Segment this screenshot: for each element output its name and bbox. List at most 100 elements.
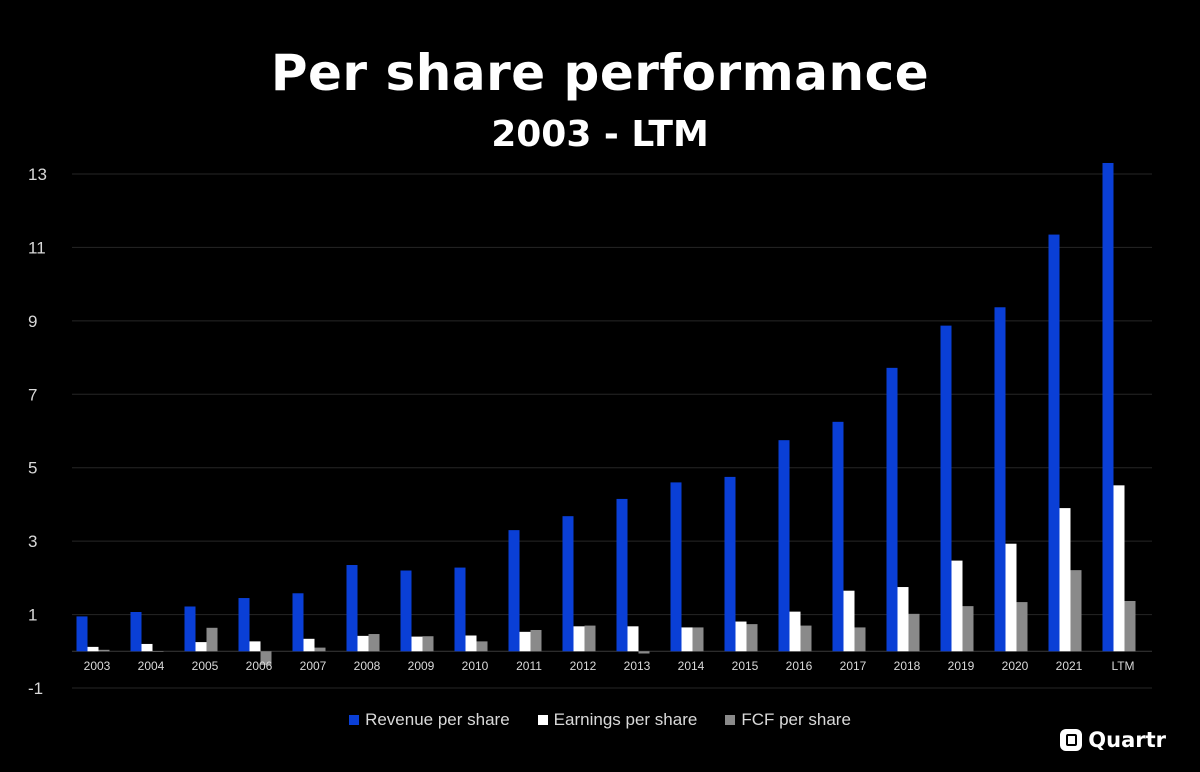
bar-revenue-2003: [76, 616, 88, 652]
y-tick-label: -1: [28, 679, 43, 698]
bar-fcf-2016: [800, 625, 812, 652]
x-axis-ticks: 2003 2004 2005 2006 2007 2008 2009 2010 2011 2012…: [84, 659, 1135, 673]
bar-revenue-2019: [940, 325, 952, 652]
bar-earnings-2008: [357, 635, 369, 652]
legend-swatch-earnings: [537, 715, 548, 725]
legend-swatch-revenue: [349, 715, 360, 725]
grid-lines: [72, 173, 1152, 689]
brand-name: Quartr: [1088, 728, 1166, 752]
x-tick-label: 2013: [624, 659, 651, 673]
bar-fcf-2004: [152, 651, 164, 652]
bar-fcf-2007: [314, 647, 326, 652]
y-tick-label: 9: [28, 312, 37, 331]
x-tick-label: 2014: [678, 659, 705, 673]
legend-label-revenue: Revenue per share: [365, 710, 510, 729]
bar-earnings-2009: [411, 636, 423, 652]
bar-fcf-LTM: [1124, 600, 1136, 652]
x-tick-label: 2018: [894, 659, 921, 673]
bar-revenue-2008: [346, 565, 358, 652]
bar-earnings-2016: [789, 611, 801, 652]
bars: [76, 162, 1136, 665]
bar-fcf-2008: [368, 634, 380, 652]
bar-fcf-2020: [1016, 602, 1028, 652]
bar-fcf-2021: [1070, 570, 1082, 652]
bar-revenue-2020: [994, 307, 1006, 652]
legend-item-fcf[interactable]: FCF per share: [725, 710, 851, 730]
bar-fcf-2014: [692, 627, 704, 652]
bar-earnings-2015: [735, 621, 747, 652]
bar-fcf-2013: [638, 651, 650, 654]
bar-revenue-2005: [184, 606, 196, 652]
legend-label-fcf: FCF per share: [741, 710, 851, 729]
bar-revenue-2007: [292, 593, 304, 652]
bar-revenue-2010: [454, 567, 466, 652]
bar-earnings-2003: [87, 646, 99, 652]
bar-earnings-2005: [195, 642, 207, 652]
y-tick-label: 5: [28, 459, 37, 478]
x-tick-label: 2006: [246, 659, 273, 673]
bar-fcf-2006: [260, 651, 272, 665]
x-tick-label: 2003: [84, 659, 111, 673]
y-tick-label: 11: [28, 238, 46, 257]
x-tick-label: 2005: [192, 659, 219, 673]
y-tick-label: 13: [28, 165, 47, 184]
bar-revenue-2012: [562, 516, 574, 652]
bar-fcf-2019: [962, 606, 974, 652]
quartr-logo-icon: [1060, 729, 1083, 751]
bar-revenue-2004: [130, 612, 142, 652]
bar-earnings-2014: [681, 627, 693, 652]
bar-revenue-2014: [670, 482, 682, 652]
y-tick-label: 3: [28, 532, 37, 551]
bar-revenue-2006: [238, 598, 250, 652]
y-tick-label: 7: [28, 385, 37, 404]
bar-earnings-2019: [951, 560, 963, 652]
bar-revenue-2013: [616, 498, 628, 652]
brand-logo: Quartr: [1060, 728, 1166, 752]
bar-earnings-2018: [897, 587, 909, 652]
bar-revenue-2009: [400, 570, 412, 652]
bar-earnings-LTM: [1113, 485, 1125, 652]
bar-earnings-2020: [1005, 543, 1017, 652]
x-tick-label: 2009: [408, 659, 435, 673]
x-tick-label: 2012: [570, 659, 597, 673]
bar-revenue-2016: [778, 440, 790, 652]
page-subtitle: 2003 - LTM: [491, 114, 709, 155]
bar-fcf-2018: [908, 613, 920, 652]
bar-fcf-2011: [530, 629, 542, 652]
bar-revenue-2021: [1048, 234, 1060, 652]
x-tick-label: 2011: [516, 659, 542, 673]
page-title: Per share performance: [270, 44, 930, 102]
x-tick-label: 2020: [1002, 659, 1029, 673]
x-tick-label: 2019: [948, 659, 975, 673]
bar-fcf-2005: [206, 627, 218, 652]
x-tick-label: 2007: [300, 659, 327, 673]
bar-fcf-2010: [476, 641, 488, 652]
legend-label-earnings: Earnings per share: [553, 710, 698, 729]
bar-revenue-2017: [832, 421, 844, 652]
legend-item-revenue[interactable]: Revenue per share: [349, 710, 510, 730]
bar-fcf-2015: [746, 624, 758, 652]
bar-revenue-2015: [724, 476, 736, 652]
bar-earnings-2006: [249, 641, 261, 652]
bar-fcf-2017: [854, 627, 866, 652]
bar-fcf-2012: [584, 625, 596, 652]
bar-earnings-2011: [519, 631, 531, 652]
x-tick-label: 2021: [1056, 659, 1083, 673]
x-tick-label: 2017: [840, 659, 867, 673]
x-tick-label: LTM: [1111, 659, 1134, 673]
x-tick-label: 2016: [786, 659, 813, 673]
bar-fcf-2003: [98, 649, 110, 652]
x-tick-label: 2004: [138, 659, 165, 673]
bar-revenue-2018: [886, 367, 898, 652]
legend-item-earnings[interactable]: Earnings per share: [537, 710, 698, 730]
bar-earnings-2012: [573, 626, 585, 652]
bar-fcf-2009: [422, 636, 434, 652]
bar-earnings-2021: [1059, 508, 1071, 652]
bar-earnings-2013: [627, 626, 639, 652]
x-tick-label: 2010: [462, 659, 489, 673]
bar-earnings-2007: [303, 638, 315, 652]
bar-earnings-2017: [843, 590, 855, 652]
bar-revenue-LTM: [1102, 162, 1114, 652]
